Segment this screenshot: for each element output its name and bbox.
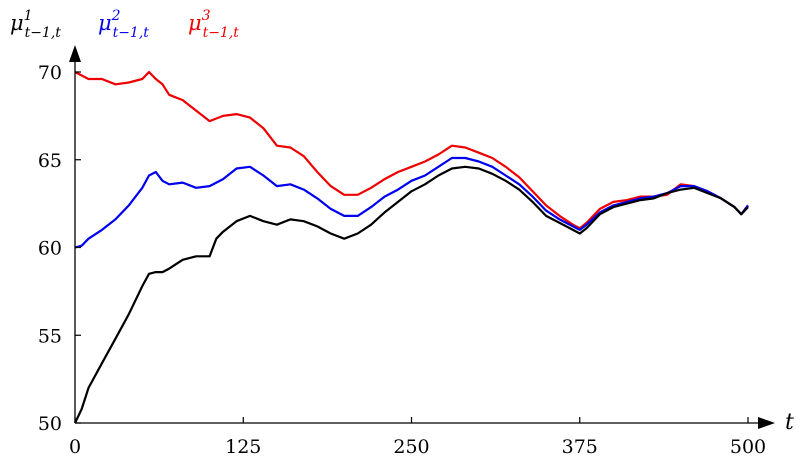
series-layer <box>74 70 749 424</box>
legend-label: μ <box>98 11 112 35</box>
legend-item-mu2: μ2 t−1,t <box>98 8 149 41</box>
x-tick-label: 500 <box>730 436 766 458</box>
x-tick-label: 0 <box>69 436 81 458</box>
y-tick-label: 65 <box>38 150 62 172</box>
legend-sup: 2 <box>111 8 121 24</box>
x-axis-arrow <box>758 417 775 429</box>
legend-sup: 3 <box>202 8 211 24</box>
x-tick-label: 125 <box>225 436 261 458</box>
y-tick-label: 50 <box>38 413 62 435</box>
y-tick-label: 70 <box>38 62 62 84</box>
axes <box>69 45 775 429</box>
legend-label: μ <box>10 11 24 35</box>
legend-sub: t−1,t <box>25 25 62 41</box>
y-tick-label: 55 <box>38 325 62 347</box>
y-axis-arrow <box>69 45 81 62</box>
y-tick-label: 60 <box>38 238 62 260</box>
legend-sub: t−1,t <box>113 25 150 41</box>
legend-label: μ <box>188 11 202 35</box>
x-tick-label: 375 <box>562 436 598 458</box>
legend-sup: 1 <box>24 8 33 24</box>
series-line-mu3 <box>74 70 749 230</box>
x-tick-label: 250 <box>393 436 429 458</box>
series-line-mu1 <box>74 165 749 424</box>
legend-item-mu3: μ3 t−1,t <box>188 8 239 41</box>
x-axis-label: t <box>785 410 794 435</box>
legend-item-mu1: μ1 t−1,t <box>10 8 61 41</box>
series-line-mu2 <box>74 156 749 249</box>
legend-sub: t−1,t <box>203 25 240 41</box>
ticks-layer: 0 125 250 375 500 50 55 60 65 70 <box>38 62 766 458</box>
legend: μ1 t−1,t μ2 t−1,t μ3 t−1,t <box>10 8 239 41</box>
